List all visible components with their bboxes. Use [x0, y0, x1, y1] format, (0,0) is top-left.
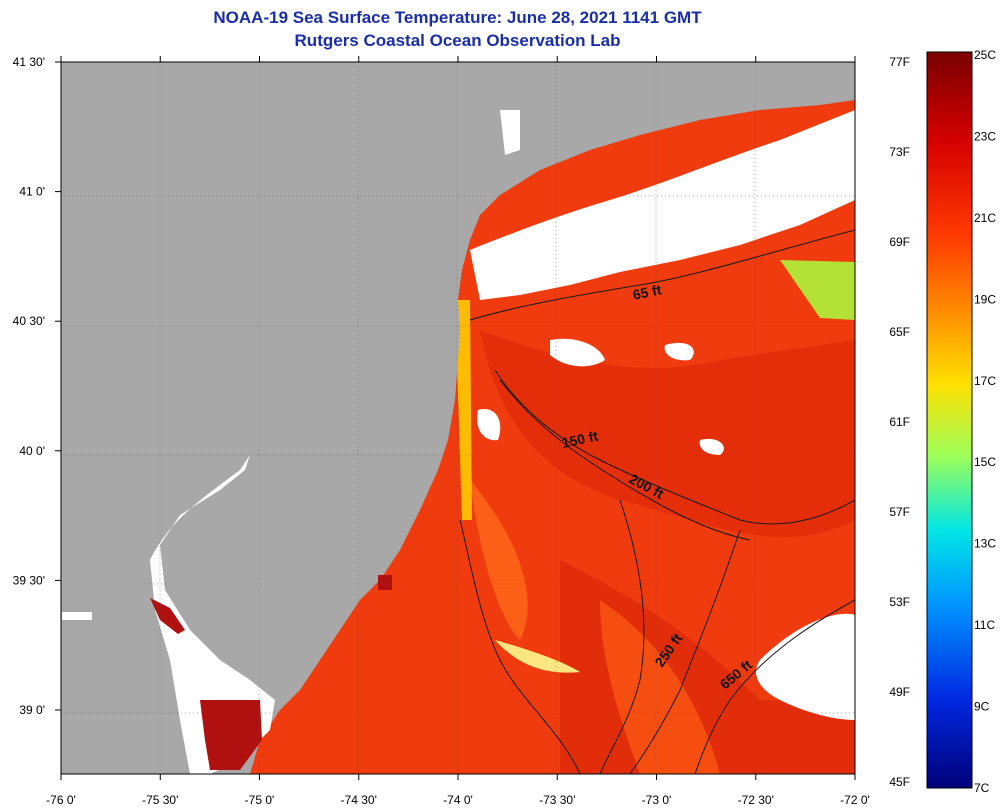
- contour-line: [629, 529, 741, 774]
- hot-spot: [378, 575, 392, 590]
- colorbar-c-label: 15C: [974, 455, 996, 469]
- map-subtitle: Rutgers Coastal Ocean Observation Lab: [294, 31, 621, 50]
- warm-patch: [480, 330, 855, 538]
- cool-nearshore: [780, 260, 855, 320]
- cloud-patch: [62, 612, 92, 620]
- contour-line: [599, 499, 645, 774]
- colorbar-c-label: 9C: [974, 700, 990, 714]
- orange-patch: [470, 480, 528, 640]
- contour-label-150: 150 ft: [560, 428, 599, 451]
- contour-line: [499, 379, 751, 541]
- hot-spot: [150, 598, 185, 634]
- colorbar-c-label: 7C: [974, 781, 990, 795]
- contour-line: [469, 229, 855, 321]
- colorbar-c-label: 25C: [974, 48, 996, 62]
- colorbar-f-label: 53F: [889, 595, 910, 609]
- colorbar-c-label: 11C: [974, 618, 995, 632]
- lat-tick-label: 41 0': [19, 185, 45, 199]
- land-mass: [61, 62, 855, 774]
- colorbar-f-label: 77F: [889, 55, 910, 69]
- lat-tick-label: 39 30': [13, 573, 45, 587]
- lat-tick-label: 39 0': [19, 703, 45, 717]
- lon-tick-label: -75 0': [245, 793, 275, 807]
- colorbar-c-label: 23C: [974, 129, 996, 143]
- colorbar-f-label: 73F: [889, 145, 910, 159]
- colorbar-f-label: 61F: [889, 415, 910, 429]
- lon-tick-label: -73 0': [642, 793, 672, 807]
- colorbar-f-label: 57F: [889, 505, 910, 519]
- orange-patch: [600, 600, 720, 774]
- cool-nearshore: [495, 640, 580, 673]
- lon-tick-label: -74 30': [341, 793, 377, 807]
- lat-tick-label: 40 30': [13, 314, 45, 328]
- lon-tick-label: -72 0': [840, 793, 870, 807]
- cloud-mask: [150, 455, 275, 774]
- lon-tick-label: -76 0': [46, 793, 76, 807]
- lat-tick-label: 41 30': [13, 55, 45, 69]
- hot-spot: [200, 700, 262, 770]
- lon-tick-label: -72 30': [738, 793, 774, 807]
- colorbar-f-label: 69F: [889, 235, 910, 249]
- cloud-patch: [550, 338, 605, 367]
- colorbar-c-label: 21C: [974, 211, 996, 225]
- contour-line: [459, 519, 581, 774]
- lon-tick-label: -75 30': [142, 793, 178, 807]
- map-title: NOAA-19 Sea Surface Temperature: June 28…: [213, 8, 702, 27]
- colorbar: [926, 51, 973, 789]
- cloud-mask: [500, 110, 520, 155]
- colorbar-f-label: 45F: [889, 775, 910, 789]
- lon-tick-label: -73 30': [539, 793, 575, 807]
- cloud-patch: [477, 409, 501, 441]
- colorbar-c-label: 19C: [974, 292, 996, 306]
- contour-label-65: 65 ft: [631, 281, 663, 303]
- lon-tick-label: -74 0': [443, 793, 473, 807]
- cloud-patch: [699, 438, 724, 455]
- colorbar-f-label: 49F: [889, 685, 910, 699]
- colorbar-f-label: 65F: [889, 325, 910, 339]
- cloud-mask: [470, 110, 855, 300]
- contour-line: [694, 599, 855, 774]
- colorbar-c-label: 17C: [974, 374, 996, 388]
- cool-nearshore: [455, 300, 472, 520]
- cloud-patch: [664, 342, 694, 361]
- cloud-patch: [756, 613, 855, 720]
- contour-line: [494, 369, 855, 525]
- colorbar-c-label: 13C: [974, 537, 996, 551]
- lat-tick-label: 40 0': [19, 444, 45, 458]
